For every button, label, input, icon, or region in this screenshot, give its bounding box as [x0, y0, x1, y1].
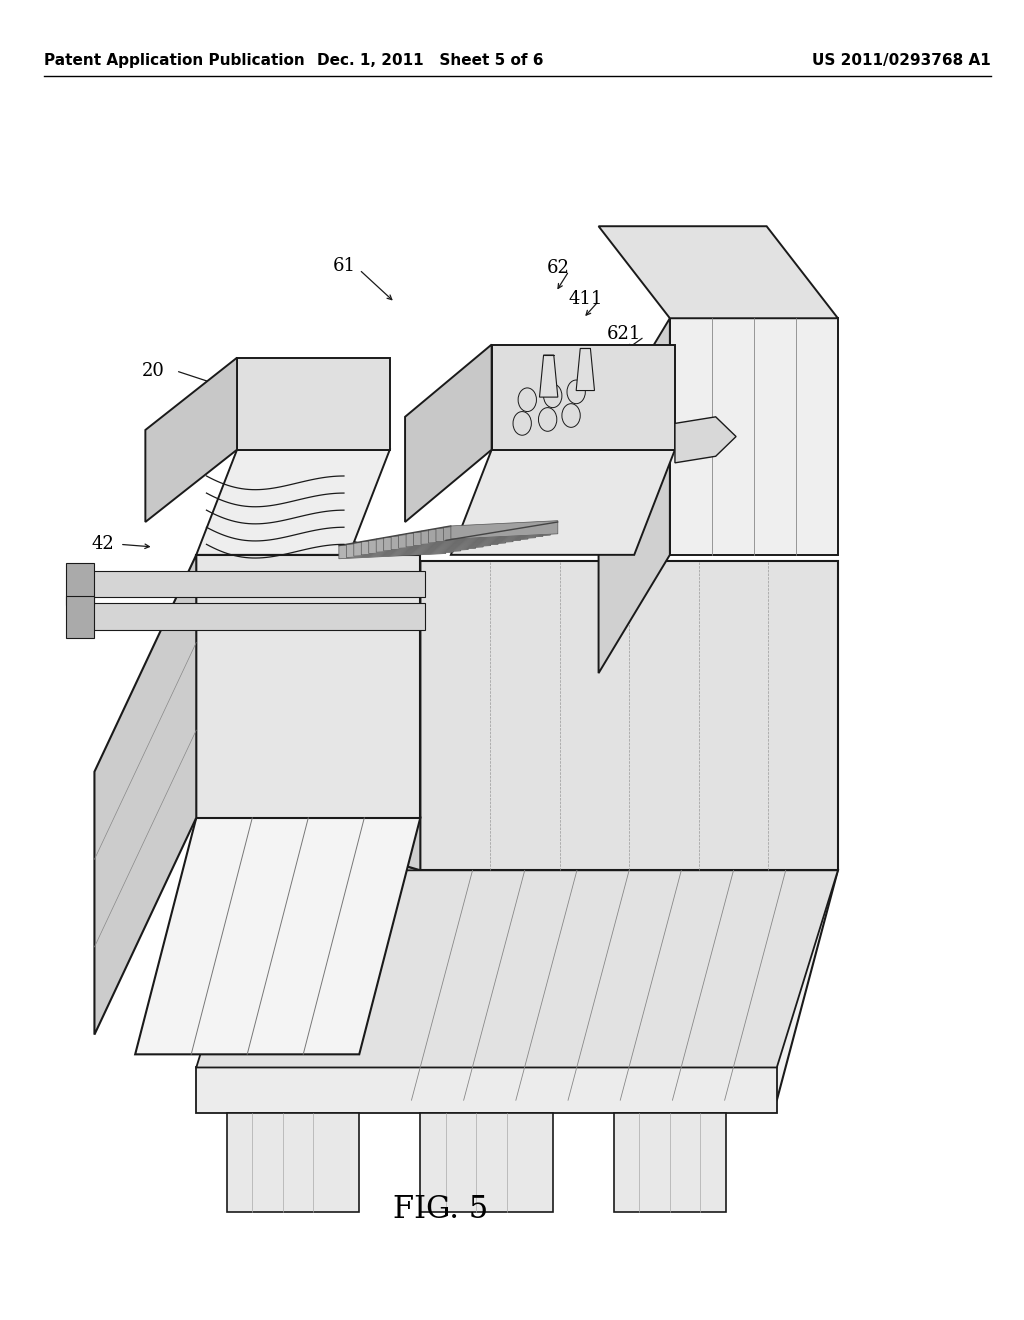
Circle shape [539, 408, 557, 432]
Polygon shape [421, 525, 528, 544]
Polygon shape [66, 595, 94, 638]
Polygon shape [436, 523, 543, 541]
Polygon shape [420, 1114, 553, 1212]
Circle shape [544, 384, 562, 408]
Polygon shape [428, 524, 536, 543]
Polygon shape [227, 1114, 359, 1212]
Text: 261: 261 [724, 388, 759, 407]
Polygon shape [308, 528, 420, 870]
Polygon shape [237, 358, 390, 450]
Text: FIG. 5: FIG. 5 [393, 1193, 488, 1225]
Text: Patent Application Publication: Patent Application Publication [43, 53, 304, 69]
Text: 62: 62 [547, 259, 569, 277]
Polygon shape [66, 562, 94, 605]
Polygon shape [451, 450, 675, 554]
Polygon shape [492, 345, 675, 450]
Polygon shape [145, 358, 237, 521]
Polygon shape [599, 318, 670, 673]
Polygon shape [414, 527, 520, 545]
Polygon shape [384, 532, 490, 550]
Polygon shape [675, 417, 736, 463]
Polygon shape [346, 539, 454, 557]
Text: 411: 411 [568, 289, 602, 308]
Text: 621: 621 [607, 325, 641, 343]
Polygon shape [359, 870, 838, 1101]
Circle shape [567, 380, 586, 404]
Polygon shape [613, 1114, 726, 1212]
Text: 61: 61 [333, 256, 355, 275]
Polygon shape [339, 540, 445, 558]
Polygon shape [197, 1068, 777, 1114]
Polygon shape [247, 837, 420, 1101]
Polygon shape [94, 554, 197, 1035]
Polygon shape [197, 554, 420, 817]
Polygon shape [407, 528, 513, 546]
Polygon shape [197, 870, 838, 1068]
Circle shape [513, 412, 531, 436]
Polygon shape [376, 533, 483, 552]
Polygon shape [79, 570, 425, 597]
Circle shape [562, 404, 581, 428]
Polygon shape [443, 521, 550, 540]
Polygon shape [670, 318, 838, 554]
Polygon shape [369, 535, 476, 553]
Polygon shape [540, 355, 558, 397]
Polygon shape [451, 520, 558, 539]
Polygon shape [391, 531, 498, 549]
Polygon shape [79, 603, 425, 630]
Polygon shape [599, 226, 838, 318]
Circle shape [518, 388, 537, 412]
Polygon shape [420, 561, 838, 870]
Text: 20: 20 [142, 362, 165, 380]
Polygon shape [406, 345, 492, 521]
Polygon shape [197, 450, 390, 554]
Polygon shape [135, 817, 420, 1055]
Polygon shape [398, 529, 506, 548]
Text: US 2011/0293768 A1: US 2011/0293768 A1 [812, 53, 990, 69]
Polygon shape [354, 537, 461, 556]
Text: Dec. 1, 2011   Sheet 5 of 6: Dec. 1, 2011 Sheet 5 of 6 [317, 53, 544, 69]
Polygon shape [577, 348, 595, 391]
Text: 42: 42 [91, 536, 114, 553]
Polygon shape [361, 536, 468, 554]
